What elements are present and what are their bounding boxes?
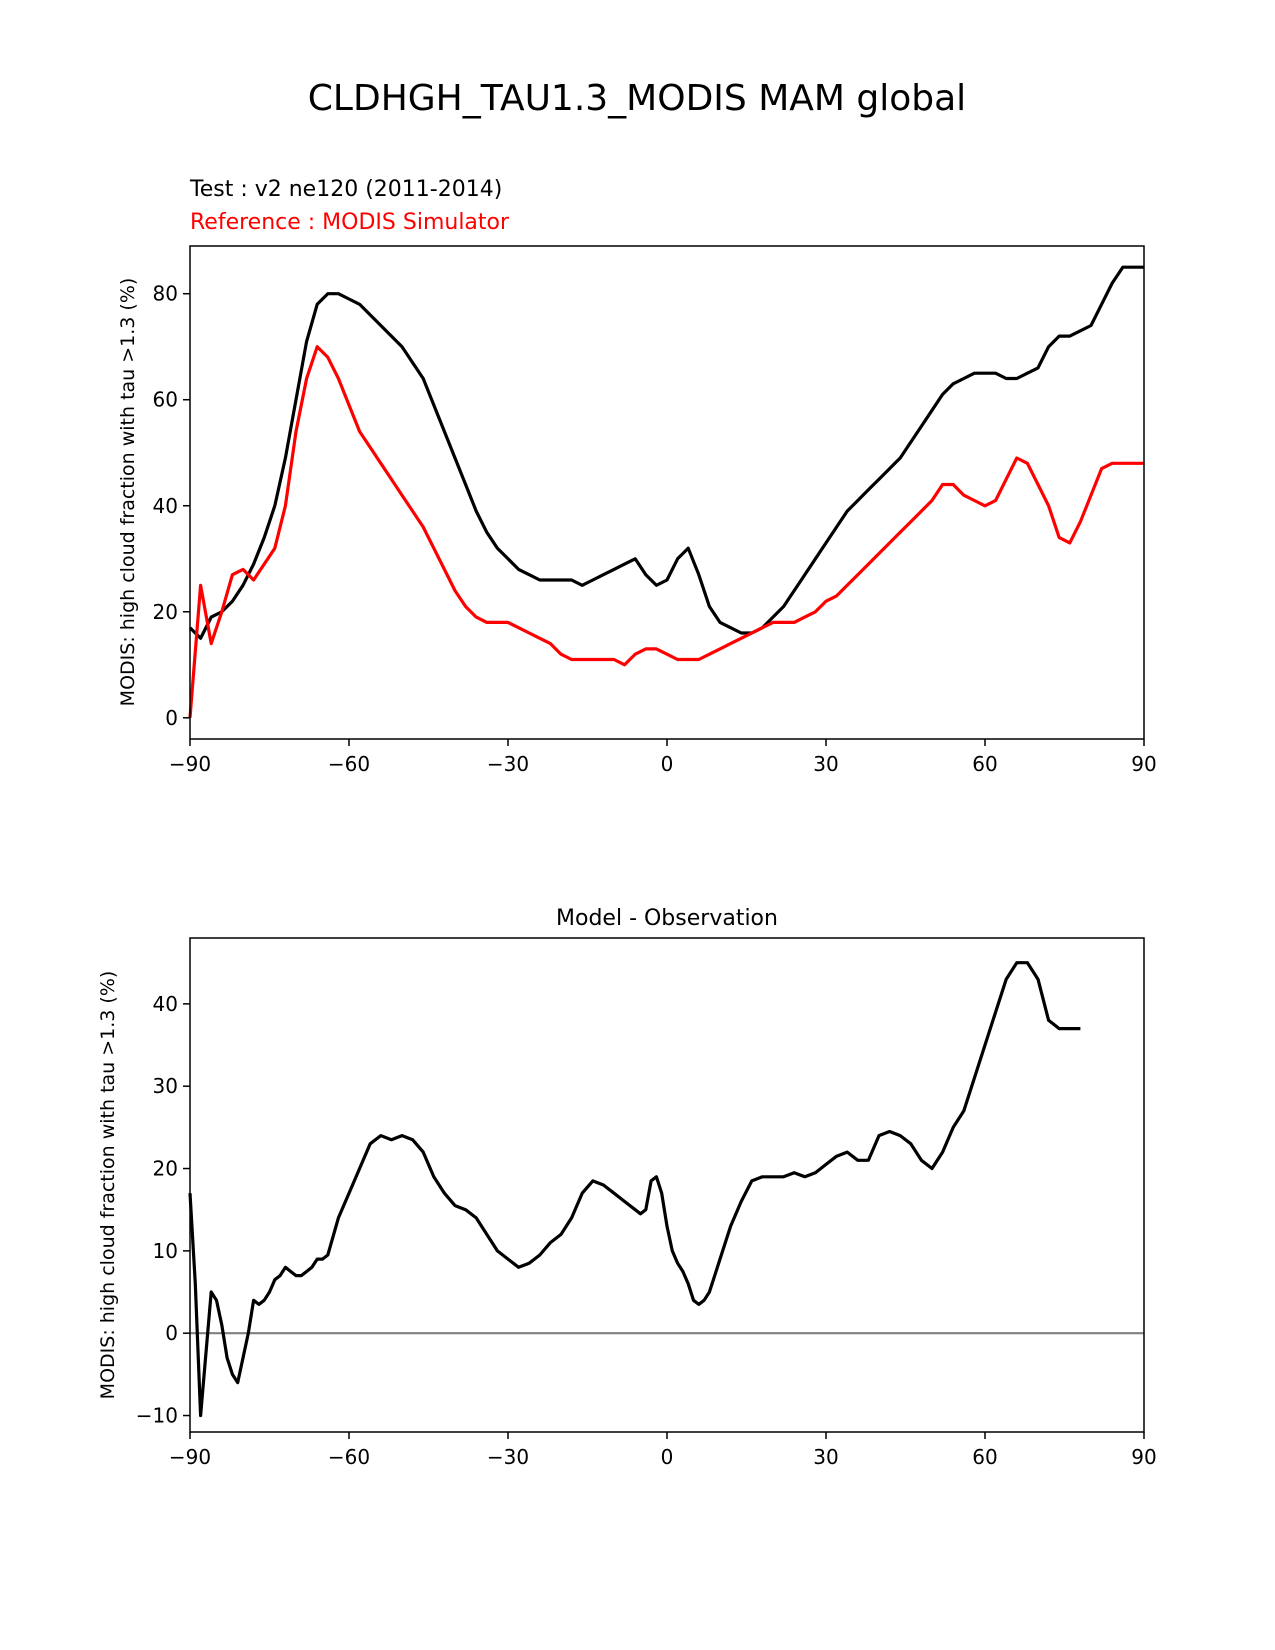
- x-tick-label: 60: [972, 752, 997, 776]
- y-tick-label: 40: [153, 992, 178, 1016]
- y-tick-label: −10: [136, 1404, 178, 1428]
- bottom-y-axis-label: MODIS: high cloud fraction with tau >1.3…: [97, 971, 119, 1400]
- figure-title: CLDHGH_TAU1.3_MODIS MAM global: [308, 78, 966, 119]
- x-tick-label: 0: [661, 752, 674, 776]
- y-tick-label: 0: [165, 706, 178, 730]
- series-line-1: [188, 265, 1144, 640]
- x-tick-label: 30: [813, 1445, 838, 1469]
- bottom-panel: Model - Observation −90 −60 −30 0 30 60 90 −10 0…: [97, 906, 1157, 1469]
- bottom-plot-area: −90 −60 −30 0 30 60 90 −10 0 10 20 30 40: [136, 961, 1157, 1469]
- x-tick-label: 60: [972, 1445, 997, 1469]
- x-tick-label: 0: [661, 1445, 674, 1469]
- y-tick-label: 30: [153, 1074, 178, 1098]
- x-tick-label: −90: [169, 1445, 211, 1469]
- x-tick-label: −30: [487, 752, 529, 776]
- top-plot-frame: [189, 245, 1145, 740]
- y-tick-label: 10: [153, 1239, 178, 1263]
- top-panel: Test : v2 ne120 (2011-2014) Reference : …: [117, 177, 1157, 776]
- x-tick-label: 30: [813, 752, 838, 776]
- top-plot-area: −90 −60 −30 0 30 60 90 0 20 40 60 80: [153, 265, 1157, 776]
- y-tick-label: 80: [153, 282, 178, 306]
- x-tick-label: 90: [1131, 1445, 1156, 1469]
- x-tick-label: −30: [487, 1445, 529, 1469]
- reference-label: Reference : MODIS Simulator: [190, 210, 510, 235]
- test-label: Test : v2 ne120 (2011-2014): [189, 177, 502, 202]
- y-tick-label: 20: [153, 600, 178, 624]
- series-line-1: [188, 961, 1081, 1418]
- y-tick-label: 40: [153, 494, 178, 518]
- x-tick-label: −90: [169, 752, 211, 776]
- x-tick-label: 90: [1131, 752, 1156, 776]
- y-tick-label: 0: [165, 1321, 178, 1345]
- bottom-plot-frame: [189, 937, 1145, 1433]
- x-tick-label: −60: [328, 1445, 370, 1469]
- top-y-axis-label: MODIS: high cloud fraction with tau >1.3…: [117, 278, 139, 707]
- x-tick-label: −60: [328, 752, 370, 776]
- series-line-2: [188, 345, 1144, 718]
- bottom-panel-title: Model - Observation: [556, 906, 778, 931]
- y-tick-label: 20: [153, 1157, 178, 1181]
- y-tick-label: 60: [153, 388, 178, 412]
